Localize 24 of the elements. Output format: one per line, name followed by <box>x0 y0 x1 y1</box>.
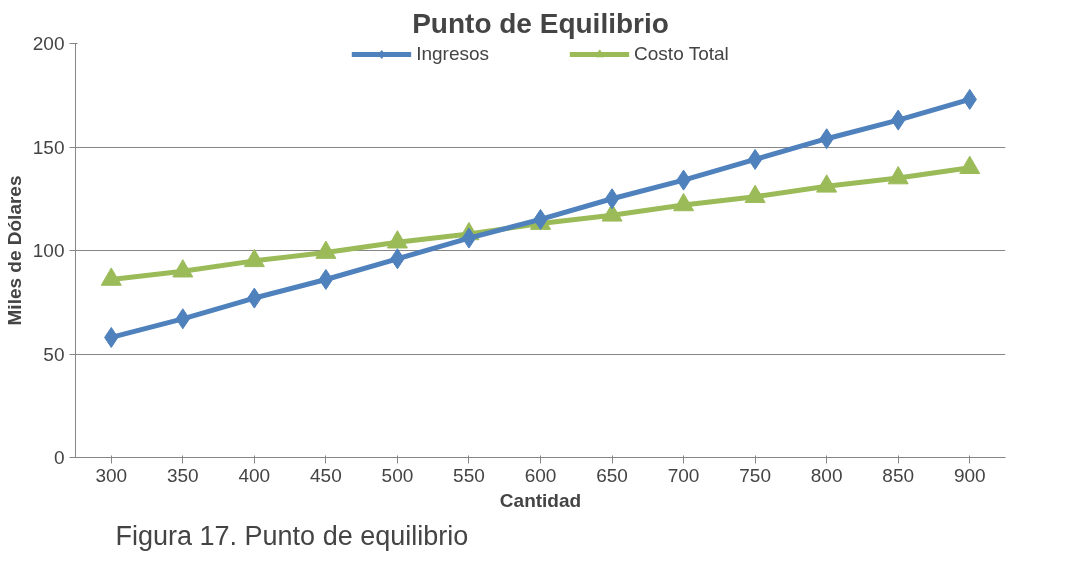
x-tick-label: 650 <box>596 464 628 486</box>
x-tick-label: 700 <box>667 464 700 486</box>
y-tick-label: 50 <box>43 343 65 365</box>
y-tick-label: 150 <box>32 136 65 158</box>
text: Figura 17. Punto de equilibrio <box>115 520 469 551</box>
x-tick-label: 350 <box>166 464 199 486</box>
x-tick-label: 300 <box>95 464 128 486</box>
x-tick-label: 400 <box>238 464 271 486</box>
y-tick-label: 0 <box>53 447 65 468</box>
x-tick-label: 600 <box>524 464 557 486</box>
x-tick-label: 550 <box>453 464 485 486</box>
legend-label: Costo Total <box>634 43 729 65</box>
x-tick-label: 500 <box>381 464 414 486</box>
x-axis-title: Cantidad <box>499 489 582 511</box>
chart-title: Punto de Equilibrio <box>412 7 669 39</box>
legend-label: Ingresos <box>416 43 490 65</box>
y-axis-title: Miles de Dólares <box>3 175 25 326</box>
x-tick-label: 800 <box>810 464 843 486</box>
x-tick-label: 450 <box>310 464 342 486</box>
x-tick-label: 900 <box>953 464 986 486</box>
y-tick-label: 100 <box>32 240 65 261</box>
y-tick-label: 200 <box>32 33 65 54</box>
x-tick-label: 850 <box>882 464 915 486</box>
x-tick-label: 750 <box>739 464 771 486</box>
